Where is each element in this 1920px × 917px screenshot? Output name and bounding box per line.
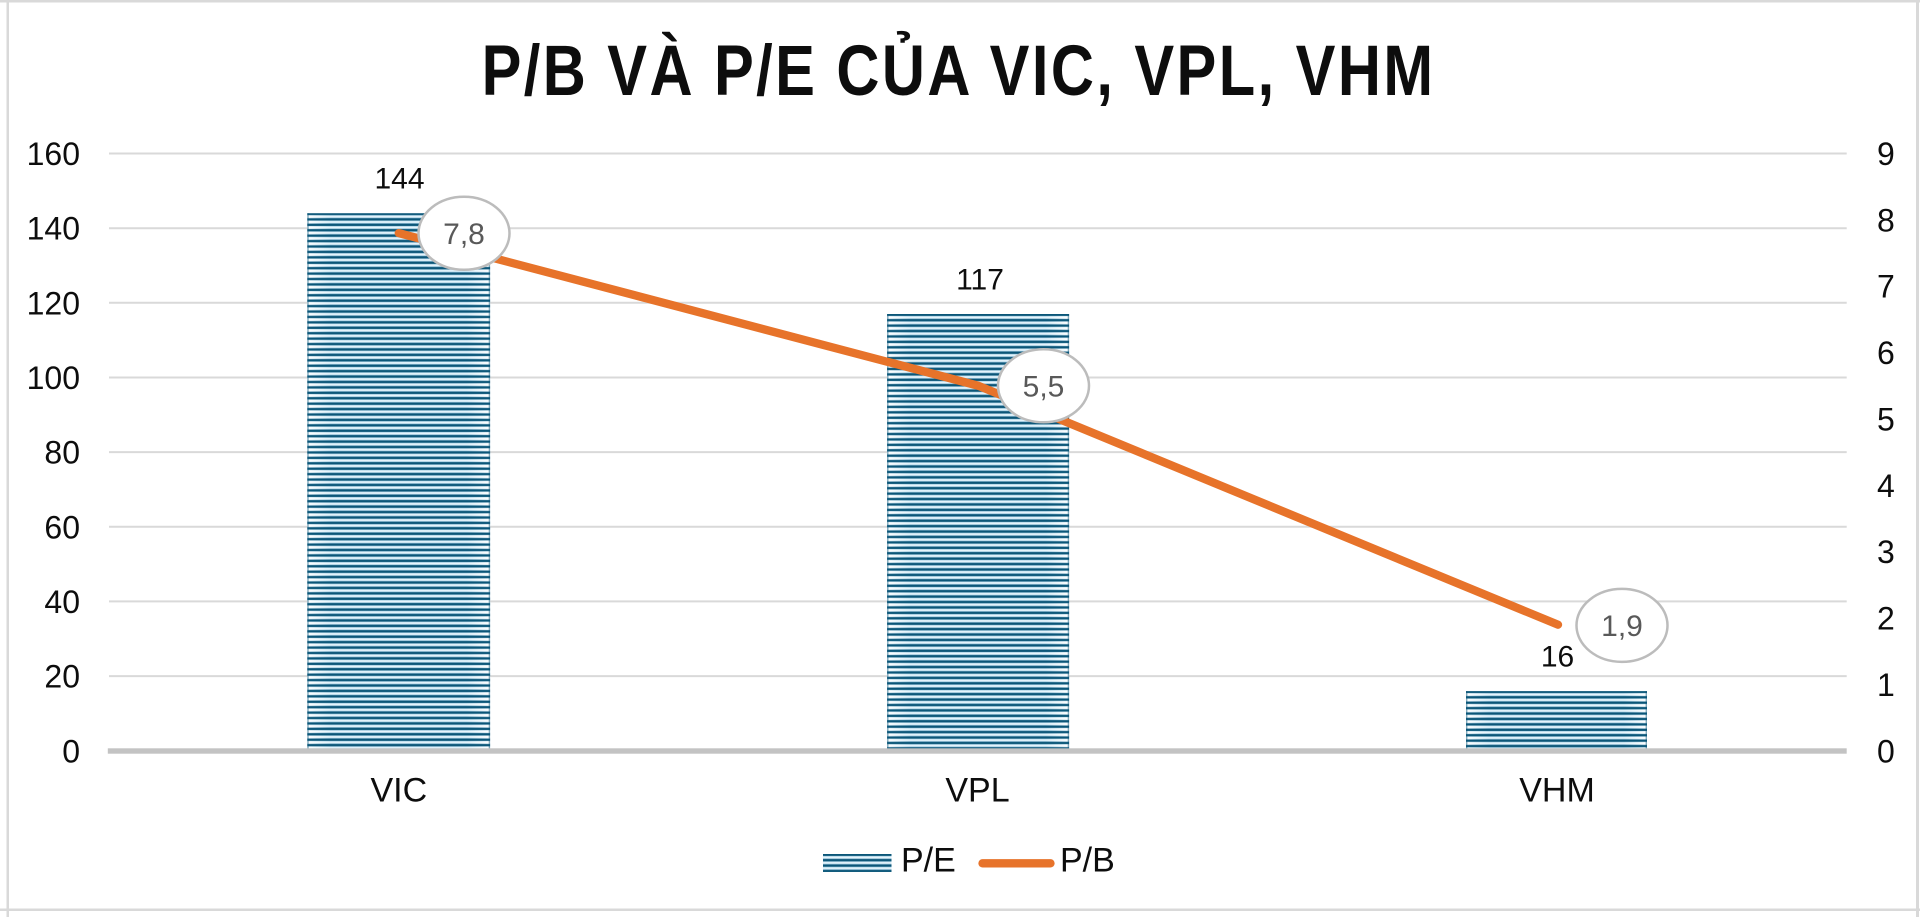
svg-text:9: 9 xyxy=(1877,136,1895,172)
svg-text:7: 7 xyxy=(1877,269,1895,305)
svg-text:P/B: P/B xyxy=(1060,842,1115,880)
svg-text:144: 144 xyxy=(374,163,424,196)
svg-text:3: 3 xyxy=(1877,534,1895,570)
svg-text:117: 117 xyxy=(956,263,1004,296)
svg-text:VPL: VPL xyxy=(945,772,1009,810)
svg-text:40: 40 xyxy=(44,584,80,620)
svg-text:120: 120 xyxy=(27,285,80,321)
svg-text:20: 20 xyxy=(44,659,80,695)
svg-text:P/E: P/E xyxy=(901,842,956,880)
svg-text:8: 8 xyxy=(1877,202,1895,238)
svg-text:0: 0 xyxy=(62,733,80,769)
svg-text:VIC: VIC xyxy=(370,772,427,810)
svg-text:16: 16 xyxy=(1541,640,1574,673)
svg-text:160: 160 xyxy=(27,136,80,172)
svg-text:1,9: 1,9 xyxy=(1601,610,1643,643)
svg-text:0: 0 xyxy=(1877,733,1895,769)
svg-text:1: 1 xyxy=(1877,667,1895,703)
svg-text:VHM: VHM xyxy=(1519,772,1595,810)
svg-text:5: 5 xyxy=(1877,402,1895,438)
svg-text:2: 2 xyxy=(1877,601,1895,637)
svg-text:100: 100 xyxy=(27,360,80,396)
svg-text:140: 140 xyxy=(27,211,80,247)
svg-text:4: 4 xyxy=(1877,468,1895,504)
svg-text:60: 60 xyxy=(44,509,80,545)
svg-text:5,5: 5,5 xyxy=(1023,371,1065,404)
svg-text:80: 80 xyxy=(44,435,80,471)
svg-text:6: 6 xyxy=(1877,335,1895,371)
svg-text:7,8: 7,8 xyxy=(443,218,485,251)
svg-text:P/B VÀ P/E CỦA VIC, VPL, VHM: P/B VÀ P/E CỦA VIC, VPL, VHM xyxy=(482,31,1436,110)
